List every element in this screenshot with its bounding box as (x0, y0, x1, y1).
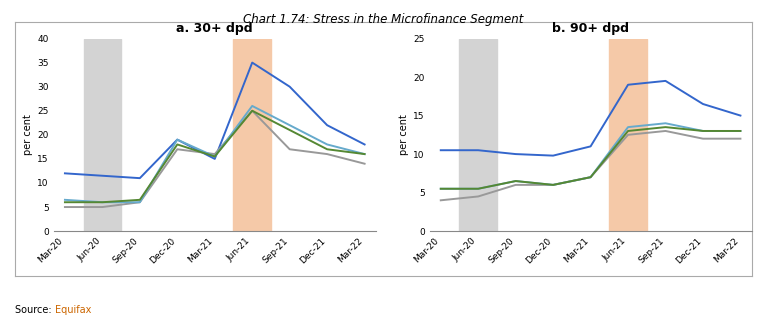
Text: Chart 1.74: Stress in the Microfinance Segment: Chart 1.74: Stress in the Microfinance S… (243, 13, 524, 26)
Bar (459, 39, 497, 231)
Bar (609, 39, 647, 231)
Bar (233, 39, 271, 231)
Title: b. 90+ dpd: b. 90+ dpd (552, 22, 629, 35)
Y-axis label: per cent: per cent (23, 114, 33, 155)
Bar (84, 39, 121, 231)
Y-axis label: per cent: per cent (399, 114, 409, 155)
Title: a. 30+ dpd: a. 30+ dpd (176, 22, 253, 35)
Text: Equifax: Equifax (55, 305, 91, 315)
Text: Source:: Source: (15, 305, 55, 315)
